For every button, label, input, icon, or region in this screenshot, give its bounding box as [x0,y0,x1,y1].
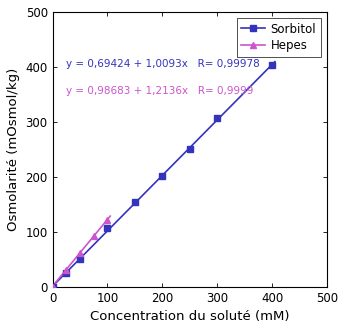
Text: y = 0,98683 + 1,2136x   R= 0,9999: y = 0,98683 + 1,2136x R= 0,9999 [66,86,254,96]
Y-axis label: Osmolarité (mOsmol/kg): Osmolarité (mOsmol/kg) [7,68,20,231]
X-axis label: Concentration du soluté (mM): Concentration du soluté (mM) [90,310,289,323]
Text: y = 0,69424 + 1,0093x   R= 0,99978: y = 0,69424 + 1,0093x R= 0,99978 [66,59,260,69]
Legend: Sorbitol, Hepes: Sorbitol, Hepes [237,18,321,57]
